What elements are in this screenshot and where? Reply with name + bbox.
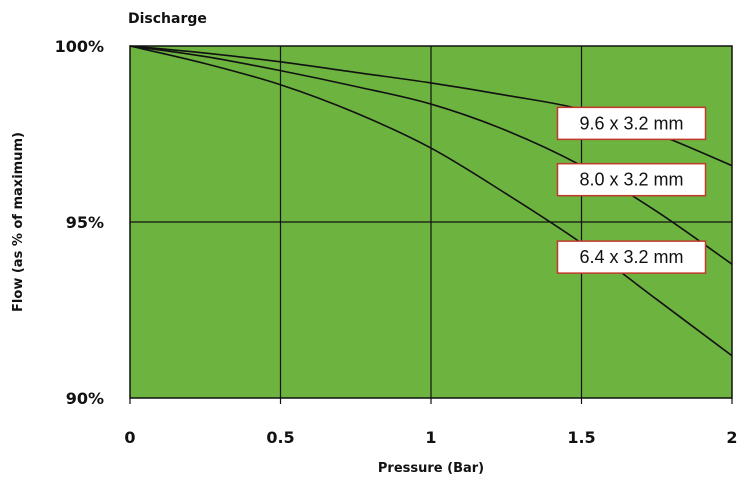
chart-title: Discharge — [128, 11, 207, 27]
y-axis-ticks: 90% 95% 100% — [55, 37, 104, 408]
series-labels: 9.6 x 3.2 mm 8.0 x 3.2 mm 6.4 x 3.2 mm — [556, 106, 707, 274]
x-tick-label: 2 — [726, 428, 737, 447]
series-line — [129, 45, 733, 265]
series-label: 9.6 x 3.2 mm — [556, 106, 707, 141]
series-line — [129, 45, 733, 357]
series-label-box — [556, 240, 707, 274]
series-label: 8.0 x 3.2 mm — [556, 162, 707, 197]
series-label: 6.4 x 3.2 mm — [556, 240, 707, 274]
x-tick-label: 0.5 — [266, 428, 294, 447]
series-label-box — [556, 106, 707, 141]
x-axis-label: Pressure (Bar) — [378, 461, 484, 476]
x-tick-label: 1.5 — [567, 428, 595, 447]
y-axis-label: Flow (as % of maximum) — [11, 132, 26, 312]
x-tick-label: 0 — [124, 428, 135, 447]
y-tick-label: 95% — [66, 213, 104, 232]
series-label-text: 9.6 x 3.2 mm — [579, 113, 683, 133]
series-label-box — [556, 162, 707, 197]
x-axis-ticks: 0 0.5 1 1.5 2 — [124, 398, 738, 447]
y-tick-label: 100% — [55, 37, 104, 56]
y-tick-label: 90% — [66, 389, 104, 408]
series-label-text: 6.4 x 3.2 mm — [579, 247, 683, 267]
series-label-text: 8.0 x 3.2 mm — [579, 170, 683, 190]
x-tick-label: 1 — [425, 428, 436, 447]
